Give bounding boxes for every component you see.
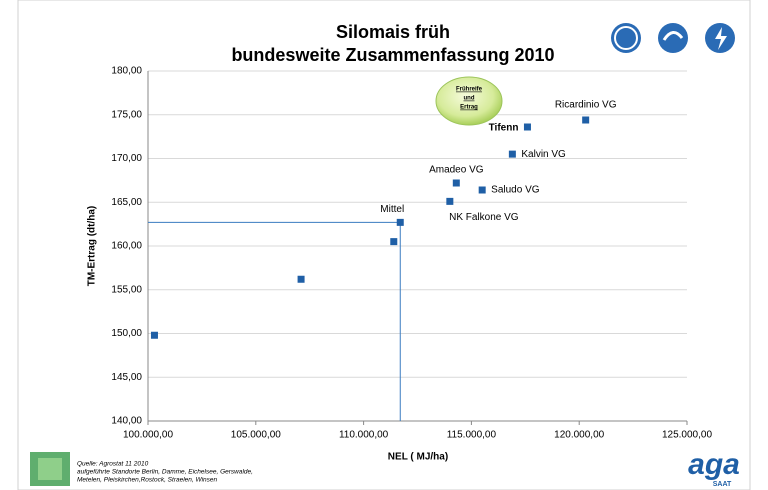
point-label: Saludo VG [491, 185, 540, 196]
chart-title: bundesweite Zusammenfassung 2010 [231, 45, 554, 65]
point [298, 276, 305, 283]
point-label: NK Falkone VG [449, 212, 519, 223]
icons [611, 23, 735, 53]
x-tick-label: 120.000,00 [554, 430, 604, 441]
y-tick-label: 160,00 [111, 241, 142, 252]
y-tick-label: 170,00 [111, 153, 142, 164]
y-tick-label: 140,00 [111, 416, 142, 427]
x-tick-label: 100.000,00 [123, 430, 173, 441]
source: Metelen, Pleiskirchen,Rostock, Straelen,… [77, 477, 218, 484]
source: aufgeführte Standorte Berlin, Damme, Eic… [77, 469, 253, 476]
chart-title: Silomais früh [336, 22, 450, 42]
point-label: Mittel [380, 204, 404, 215]
slide: Silomais früh bundesweite Zusammenfassun… [0, 0, 768, 490]
x-tick-label: 125.000,00 [662, 430, 712, 441]
point [524, 124, 531, 131]
point-label: Kalvin VG [521, 149, 566, 160]
point [151, 332, 158, 339]
x-tick-label: 105.000,00 [231, 430, 281, 441]
y-tick-label: 145,00 [111, 372, 142, 383]
annotation: Frühreife [456, 87, 483, 93]
y-tick-label: 155,00 [111, 284, 142, 295]
y-tick-label: 180,00 [111, 66, 142, 77]
logo-sub: SAAT [713, 481, 732, 488]
point [479, 187, 486, 194]
point [390, 238, 397, 245]
thumbnail-inner [38, 458, 62, 480]
x-axis-title: NEL ( MJ/ha) [388, 452, 448, 463]
point [582, 117, 589, 124]
point [509, 151, 516, 158]
y-tick-label: 150,00 [111, 328, 142, 339]
logo: aga [688, 448, 740, 481]
annotation: Ertrag [460, 105, 478, 111]
y-tick-label: 165,00 [111, 197, 142, 208]
point [446, 198, 453, 205]
y-tick-label: 175,00 [111, 109, 142, 120]
point [453, 180, 460, 187]
x-tick-label: 115.000,00 [447, 430, 497, 441]
point-label: Ricardinio VG [555, 100, 617, 111]
x-tick-label: 110.000,00 [339, 430, 389, 441]
point [397, 219, 404, 226]
annotation: und [464, 96, 475, 102]
source: Quelle: Agrostat 11 2010 [77, 461, 149, 468]
point-label: Tifenn [489, 123, 519, 134]
y-axis-title: TM-Ertrag (dt/ha) [87, 206, 98, 287]
point-label: Amadeo VG [429, 165, 484, 176]
